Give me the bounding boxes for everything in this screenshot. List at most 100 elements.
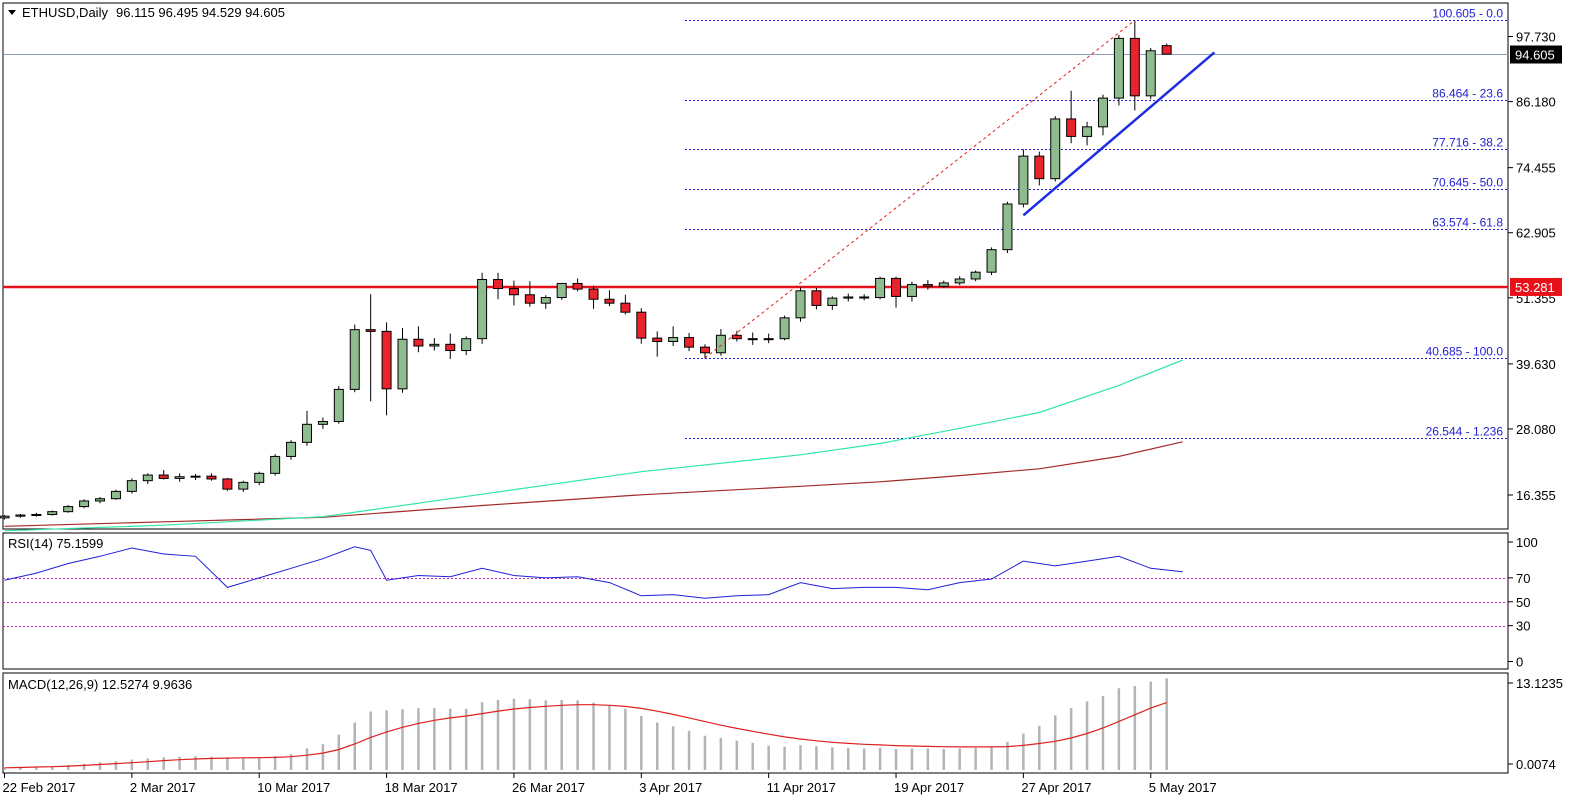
slow-moving-average-line <box>4 441 1183 527</box>
candle <box>47 510 58 516</box>
candle <box>843 293 854 302</box>
bear-candle-body <box>684 337 695 348</box>
bull-candle-body <box>238 481 249 490</box>
candle <box>731 330 742 342</box>
candle <box>1002 201 1013 254</box>
current-price-tag-bg <box>1510 45 1562 64</box>
candle <box>286 440 297 460</box>
fibonacci-retracement[interactable]: 100.605 - 0.0 86.464 - 23.6 77.716 - 38.2 7… <box>3 7 1508 439</box>
bear-candle-body <box>206 475 217 480</box>
candle <box>79 499 90 509</box>
bear-candle-body <box>1129 37 1140 97</box>
macd-signal-path <box>4 702 1167 769</box>
macd-panel[interactable]: MACD(12,26,9) 12.5274 9.9636 <box>2 672 1509 774</box>
rsi-label: RSI(14) 75.1599 <box>8 536 103 551</box>
candle <box>95 497 106 504</box>
price-tick-label: 28.080 <box>1516 422 1556 437</box>
bull-candle-body <box>763 338 774 341</box>
time-tick-label: 11 Apr 2017 <box>767 780 836 795</box>
rsi-value-line <box>4 546 1183 599</box>
candle <box>891 276 902 308</box>
bull-candle-body <box>126 480 137 492</box>
price-axis[interactable]: 97.73086.18074.45562.90551.35539.63028.0… <box>1508 30 1562 504</box>
candle <box>779 315 790 341</box>
time-tick-label: 10 Mar 2017 <box>257 780 330 795</box>
bear-candle-body <box>588 288 599 300</box>
macd-panel-border <box>2 672 1509 774</box>
bull-candle-body <box>190 475 201 478</box>
bull-candle-body <box>333 388 344 423</box>
candle <box>0 515 10 520</box>
main-price-panel[interactable]: 100.605 - 0.0 86.464 - 23.6 77.716 - 38.2 7… <box>0 2 1509 532</box>
candle <box>254 471 265 486</box>
main-panel-border <box>2 2 1509 530</box>
bull-candle-body <box>254 472 265 483</box>
candle <box>365 294 376 402</box>
drawn-objects[interactable] <box>704 19 1216 359</box>
bull-candle-body <box>906 284 917 297</box>
candle <box>174 473 185 482</box>
bear-candle-body <box>699 346 710 354</box>
support-tag-bg <box>1510 277 1562 296</box>
time-tick-label: 2 Mar 2017 <box>130 780 196 795</box>
candle <box>222 477 233 491</box>
bull-candle-body <box>397 338 408 390</box>
candle <box>668 326 679 347</box>
time-tick-label: 19 Apr 2017 <box>894 780 964 795</box>
bear-candle-body <box>413 338 424 347</box>
candle <box>1161 43 1172 55</box>
time-tick-label: 26 Mar 2017 <box>512 780 585 795</box>
candle <box>429 338 440 351</box>
candle <box>1050 116 1061 182</box>
candle <box>1145 47 1156 100</box>
candle <box>63 504 74 513</box>
bear-candle-body <box>445 343 456 352</box>
candle <box>445 333 456 359</box>
bear-candle-body <box>365 329 376 332</box>
fib-level-label: 63.574 - 61.8 <box>1432 216 1503 230</box>
dropdown-triangle-icon[interactable] <box>8 10 16 15</box>
macd-axis: 13.1235 0.0074 <box>1508 676 1563 772</box>
time-tick-label: 22 Feb 2017 <box>3 780 76 795</box>
bull-candle-body <box>79 500 90 508</box>
bear-candle-body <box>747 338 758 341</box>
candle <box>811 287 822 310</box>
bear-candle-body <box>572 282 583 290</box>
candle <box>333 386 344 424</box>
candle <box>747 332 758 345</box>
bear-candle-body <box>493 279 504 290</box>
rsi-axis: 100 70 50 30 0 <box>1508 535 1538 670</box>
symbol-label: ETHUSD,Daily <box>22 5 108 20</box>
bull-candle-body <box>349 329 360 390</box>
candle <box>954 276 965 286</box>
fib-level-label: 26.544 - 1.236 <box>1426 425 1504 439</box>
bull-candle-body <box>1002 203 1013 251</box>
time-tick-label: 3 Apr 2017 <box>639 780 702 795</box>
candle <box>588 285 599 309</box>
candle <box>1097 94 1108 136</box>
candle <box>508 280 519 306</box>
candle <box>206 473 217 481</box>
support-tag-text: 53.281 <box>1515 280 1555 295</box>
current-price-tag-text: 94.605 <box>1515 48 1555 63</box>
fast-moving-average-line <box>4 359 1183 532</box>
candle <box>938 280 949 288</box>
candle <box>604 290 615 307</box>
rsi-tick-label: 0 <box>1516 655 1523 670</box>
bull-candle-body <box>668 337 679 343</box>
price-tick-label: 16.355 <box>1516 488 1556 503</box>
bull-candle-body <box>970 271 981 280</box>
time-axis[interactable]: 22 Feb 2017 2 Mar 2017 10 Mar 2017 18 Mar 2… <box>3 773 1217 795</box>
current-price-tag: 94.605 <box>1510 45 1562 64</box>
candle <box>556 282 567 300</box>
bear-candle-body <box>922 284 933 287</box>
candle <box>763 333 774 344</box>
bull-candle-body <box>827 297 838 306</box>
bull-candle-body <box>429 343 440 347</box>
rsi-panel[interactable]: RSI(14) 75.1599 <box>2 532 1509 670</box>
candle <box>699 344 710 359</box>
ohlc-label: 96.115 96.495 94.529 94.605 <box>116 5 285 20</box>
candle <box>1018 149 1029 208</box>
